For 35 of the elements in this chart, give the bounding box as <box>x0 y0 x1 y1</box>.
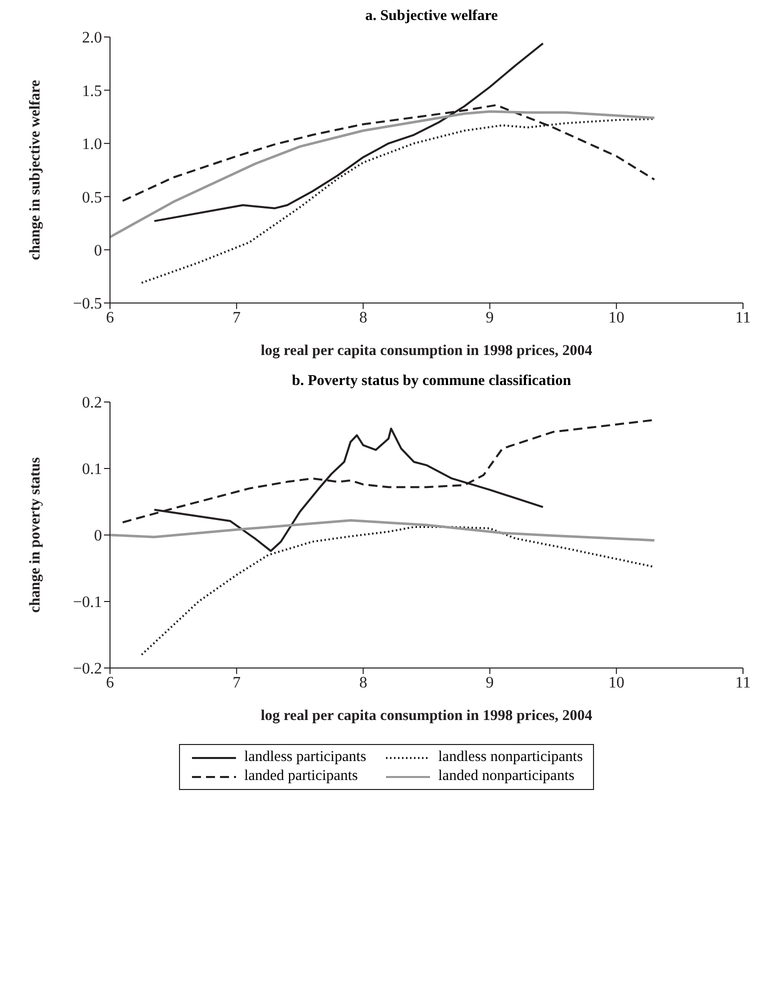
x-tick-label: 7 <box>232 674 241 692</box>
chart-title: b. Poverty status by commune classification <box>290 373 572 390</box>
y-tick-label: 1.5 <box>82 82 102 100</box>
x-axis-title: log real per capita consumption in 1998 prices, 2004 <box>260 708 593 724</box>
x-tick-label: 10 <box>608 309 624 326</box>
x-tick-label: 6 <box>106 309 114 326</box>
x-tick-label: 6 <box>106 674 114 692</box>
x-tick-label: 7 <box>232 309 241 326</box>
y-tick-label: 0.5 <box>82 189 102 206</box>
x-tick-label: 10 <box>608 674 624 692</box>
legend-label: landed nonparticipants <box>438 768 574 785</box>
legend-label: landed participants <box>244 768 358 785</box>
line-series <box>110 110 656 238</box>
chart-title: a. Subjective welfare <box>364 8 499 25</box>
line-series <box>110 519 656 542</box>
y-tick-label: 2.0 <box>82 30 102 47</box>
x-axis-title: log real per capita consumption in 1998 prices, 2004 <box>260 343 593 359</box>
y-tick-label: 0 <box>94 528 102 545</box>
y-tick-label: 1.0 <box>82 136 102 154</box>
x-tick-label: 11 <box>735 309 751 326</box>
y-tick-label: 0 <box>94 242 102 260</box>
y-axis-title: change in poverty status <box>27 457 44 613</box>
legend-label: landless participants <box>244 749 366 766</box>
x-tick-label: 8 <box>359 309 368 326</box>
y-tick-label: 0.2 <box>82 394 102 412</box>
legend-label: landless nonparticipants <box>438 749 583 766</box>
x-tick-label: 9 <box>486 674 494 692</box>
y-axis-title: change in subjective welfare <box>27 80 44 260</box>
x-tick-label: 9 <box>486 309 494 326</box>
y-tick-label: −0.5 <box>72 296 102 313</box>
x-tick-label: 8 <box>359 674 368 692</box>
x-tick-label: 11 <box>735 674 751 692</box>
y-tick-label: 0.1 <box>82 461 102 478</box>
y-tick-label: −0.2 <box>72 660 102 678</box>
y-tick-label: −0.1 <box>72 594 102 612</box>
